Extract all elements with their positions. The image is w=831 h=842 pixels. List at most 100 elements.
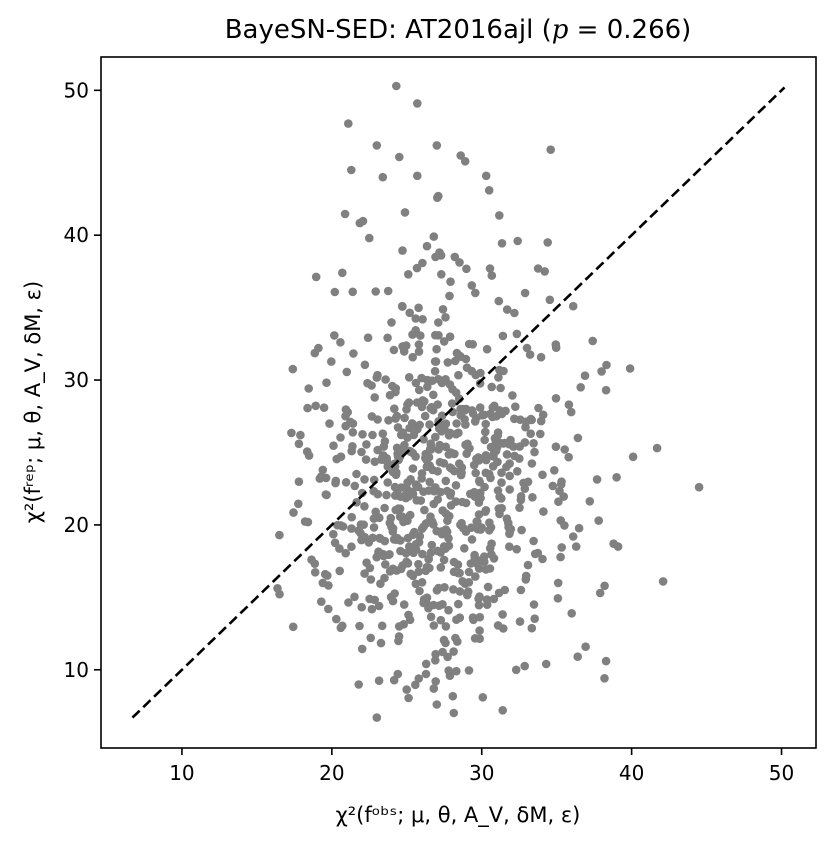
data-point xyxy=(470,553,480,563)
data-point xyxy=(366,633,376,643)
data-point xyxy=(498,610,507,619)
data-point xyxy=(397,301,407,311)
data-point xyxy=(431,649,440,659)
data-point xyxy=(398,428,408,438)
data-point xyxy=(496,383,505,393)
data-point xyxy=(355,218,365,228)
data-point xyxy=(296,430,305,440)
data-point xyxy=(482,595,492,604)
data-point xyxy=(601,385,611,395)
data-point xyxy=(515,415,525,425)
data-point xyxy=(439,542,449,551)
data-point xyxy=(478,693,488,702)
data-point xyxy=(467,535,477,544)
data-point xyxy=(548,481,558,491)
data-point xyxy=(396,536,405,545)
data-point xyxy=(498,331,508,341)
data-point xyxy=(404,270,413,279)
data-point xyxy=(487,271,497,280)
data-point xyxy=(456,520,465,530)
data-point xyxy=(462,363,472,373)
data-point xyxy=(411,326,421,335)
data-point xyxy=(467,406,477,415)
data-point xyxy=(521,571,531,581)
data-point xyxy=(420,411,430,421)
data-point xyxy=(436,487,445,497)
data-point xyxy=(481,419,491,429)
data-point xyxy=(333,520,342,530)
data-point xyxy=(449,708,459,718)
data-point xyxy=(400,413,409,423)
data-point xyxy=(441,622,451,631)
data-point xyxy=(564,452,573,462)
data-point xyxy=(437,427,446,436)
data-point xyxy=(536,352,546,362)
data-point xyxy=(434,601,444,610)
data-point xyxy=(550,466,559,475)
data-point xyxy=(388,524,398,533)
data-point xyxy=(463,590,472,600)
data-point xyxy=(530,447,539,457)
data-point xyxy=(556,552,565,562)
data-point xyxy=(426,404,436,413)
data-point xyxy=(418,549,427,559)
data-point xyxy=(414,347,424,356)
data-point xyxy=(318,465,328,475)
data-point xyxy=(600,581,609,591)
data-point xyxy=(392,411,402,421)
data-point xyxy=(523,560,533,570)
data-point xyxy=(414,559,423,569)
data-point xyxy=(502,305,512,314)
data-point xyxy=(505,485,514,494)
data-point xyxy=(557,543,566,552)
data-point xyxy=(429,621,439,630)
data-point xyxy=(348,428,358,437)
data-point xyxy=(512,329,522,339)
data-point xyxy=(435,457,445,467)
data-point xyxy=(356,520,366,529)
data-point xyxy=(404,398,414,407)
data-point xyxy=(658,577,668,586)
data-point xyxy=(383,333,392,343)
data-point xyxy=(348,419,358,428)
data-point xyxy=(595,588,605,598)
data-point xyxy=(423,375,432,385)
data-point xyxy=(447,399,457,408)
data-point xyxy=(375,533,384,543)
data-point xyxy=(360,475,369,484)
data-point xyxy=(388,596,398,606)
data-point xyxy=(427,540,437,550)
data-point xyxy=(475,612,485,622)
data-point xyxy=(475,403,485,412)
data-point xyxy=(573,652,582,661)
data-point xyxy=(390,404,399,414)
data-point xyxy=(362,440,371,449)
data-point xyxy=(310,559,320,568)
data-point xyxy=(517,525,526,535)
data-point xyxy=(506,435,515,445)
data-point xyxy=(473,517,482,527)
data-point xyxy=(376,638,386,648)
data-point xyxy=(322,490,331,500)
data-point xyxy=(433,467,442,476)
data-point xyxy=(568,532,578,541)
data-point xyxy=(539,507,548,516)
data-point xyxy=(458,577,467,586)
data-point xyxy=(460,544,469,553)
data-point xyxy=(515,503,524,512)
data-point xyxy=(497,468,506,478)
data-point xyxy=(529,600,539,609)
data-point xyxy=(348,287,358,297)
data-point xyxy=(470,417,480,426)
data-point xyxy=(652,443,662,453)
data-point xyxy=(431,432,440,442)
data-point xyxy=(350,481,360,491)
data-point xyxy=(551,394,561,403)
data-point xyxy=(530,614,539,623)
data-point xyxy=(415,586,424,596)
data-point xyxy=(456,151,466,160)
data-point xyxy=(319,403,329,413)
plot-area-frame xyxy=(100,56,817,749)
data-point xyxy=(415,420,425,430)
data-point xyxy=(506,524,516,534)
